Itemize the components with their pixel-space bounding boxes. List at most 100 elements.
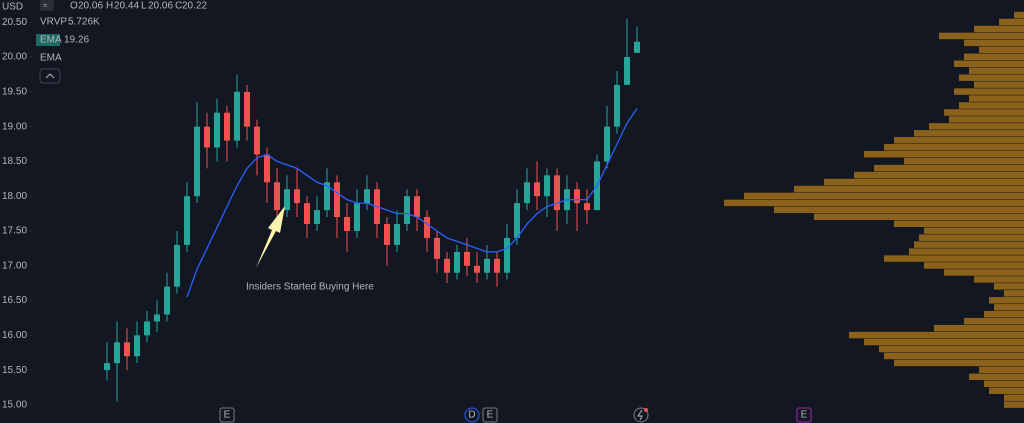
candle-body bbox=[204, 126, 210, 148]
y-tick-label: 18.00 bbox=[2, 191, 27, 202]
volume-bar bbox=[849, 331, 1024, 339]
candle-body bbox=[254, 126, 260, 155]
candle-body bbox=[494, 258, 500, 273]
event-label: E bbox=[801, 410, 808, 421]
volume-bar bbox=[944, 269, 1024, 276]
volume-bar bbox=[969, 95, 1024, 102]
indicator-value: 19.26 bbox=[64, 35, 89, 46]
volume-bar bbox=[964, 53, 1024, 61]
symbol-icon-glyph: ≈ bbox=[43, 1, 48, 10]
candle-body bbox=[514, 203, 520, 238]
candle-body bbox=[404, 196, 410, 225]
volume-bar bbox=[884, 144, 1024, 151]
candle-body bbox=[234, 91, 240, 141]
event-marker[interactable] bbox=[219, 407, 235, 423]
volume-bar bbox=[884, 255, 1024, 262]
candle-body bbox=[314, 210, 320, 225]
volume-bar bbox=[994, 304, 1024, 311]
candle-body bbox=[444, 258, 450, 273]
y-tick-label: 17.00 bbox=[2, 260, 27, 271]
volume-bar bbox=[934, 324, 1024, 332]
ohlc-letter: L bbox=[141, 1, 147, 12]
volume-bar bbox=[939, 32, 1024, 40]
candle-body bbox=[124, 342, 130, 357]
volume-bar bbox=[879, 345, 1024, 353]
volume-bar bbox=[814, 213, 1024, 221]
y-tick-label: 20.50 bbox=[2, 17, 27, 28]
ohlc-letter: C bbox=[175, 1, 182, 12]
volume-bar bbox=[894, 220, 1024, 228]
candle-body bbox=[334, 182, 340, 218]
event-marker[interactable] bbox=[633, 407, 649, 423]
ohlc-value: 20.06 bbox=[148, 1, 173, 12]
candle-body bbox=[164, 286, 170, 315]
price-axis: 15.00 15.50 16.00 16.50 17.00 17.50 18.00 18.50… bbox=[2, 17, 33, 411]
y-tick-label: 19.50 bbox=[2, 86, 27, 97]
volume-bar bbox=[1014, 11, 1024, 19]
volume-bar bbox=[974, 81, 1024, 88]
volume-bar bbox=[904, 157, 1024, 165]
volume-bar bbox=[924, 227, 1024, 234]
volume-bar bbox=[1004, 394, 1024, 401]
y-tick-label: 16.00 bbox=[2, 330, 27, 341]
candle-body bbox=[434, 237, 440, 259]
volume-bar bbox=[954, 60, 1024, 67]
y-tick-label: 18.50 bbox=[2, 156, 27, 167]
candle-body bbox=[344, 217, 350, 231]
event-label: E bbox=[224, 410, 231, 421]
candle-body bbox=[294, 189, 300, 204]
ema-line bbox=[186, 108, 638, 298]
indicator-highlight bbox=[36, 34, 60, 46]
volume-bar bbox=[914, 241, 1024, 248]
collapse-icon bbox=[45, 73, 55, 79]
candle-body bbox=[104, 363, 110, 371]
candle-body bbox=[324, 182, 330, 211]
ohlc-letter: H bbox=[106, 1, 113, 12]
candle-body bbox=[274, 182, 280, 211]
collapse-button[interactable] bbox=[39, 68, 61, 84]
indicator-name: VRVP bbox=[40, 17, 67, 28]
indicator-name: EMA bbox=[40, 53, 62, 64]
event-marker[interactable] bbox=[464, 407, 480, 423]
volume-bar bbox=[969, 373, 1024, 381]
event-label: E bbox=[487, 410, 494, 421]
volume-bar bbox=[974, 25, 1024, 33]
candle-body bbox=[604, 126, 610, 162]
volume-bar bbox=[964, 317, 1024, 325]
y-tick-label: 17.50 bbox=[2, 226, 27, 237]
candle-body bbox=[114, 342, 120, 364]
volume-bar bbox=[864, 338, 1024, 346]
candle-body bbox=[634, 41, 640, 53]
volume-bar bbox=[929, 123, 1024, 130]
candle-body bbox=[574, 189, 580, 204]
ohlc-value: 20.22 bbox=[182, 1, 207, 12]
event-icon bbox=[637, 409, 643, 421]
candle-body bbox=[584, 203, 590, 211]
candle-body bbox=[284, 189, 290, 211]
candle-body bbox=[144, 321, 150, 336]
volume-bar bbox=[774, 206, 1024, 214]
candle-body bbox=[244, 91, 250, 127]
event-marker[interactable] bbox=[796, 407, 812, 423]
volume-bar bbox=[894, 359, 1024, 367]
event-label: D bbox=[468, 410, 475, 421]
volume-bar bbox=[874, 164, 1024, 172]
volume-bar bbox=[724, 199, 1024, 207]
volume-bar bbox=[984, 380, 1024, 388]
y-tick-label: 19.00 bbox=[2, 121, 27, 132]
volume-bar bbox=[964, 39, 1024, 47]
volume-bar bbox=[959, 74, 1024, 81]
event-marker[interactable] bbox=[482, 407, 498, 423]
volume-bar bbox=[994, 283, 1024, 290]
symbol-icon bbox=[40, 0, 54, 11]
candle-body bbox=[424, 217, 430, 238]
ema bbox=[186, 108, 638, 298]
candle-body bbox=[464, 251, 470, 266]
y-tick-label: 16.50 bbox=[2, 295, 27, 306]
candle-body bbox=[174, 244, 180, 287]
annotation-arrow bbox=[256, 206, 285, 268]
volume-bar bbox=[924, 262, 1024, 269]
volume-bar bbox=[944, 109, 1024, 116]
candle-body bbox=[394, 224, 400, 245]
